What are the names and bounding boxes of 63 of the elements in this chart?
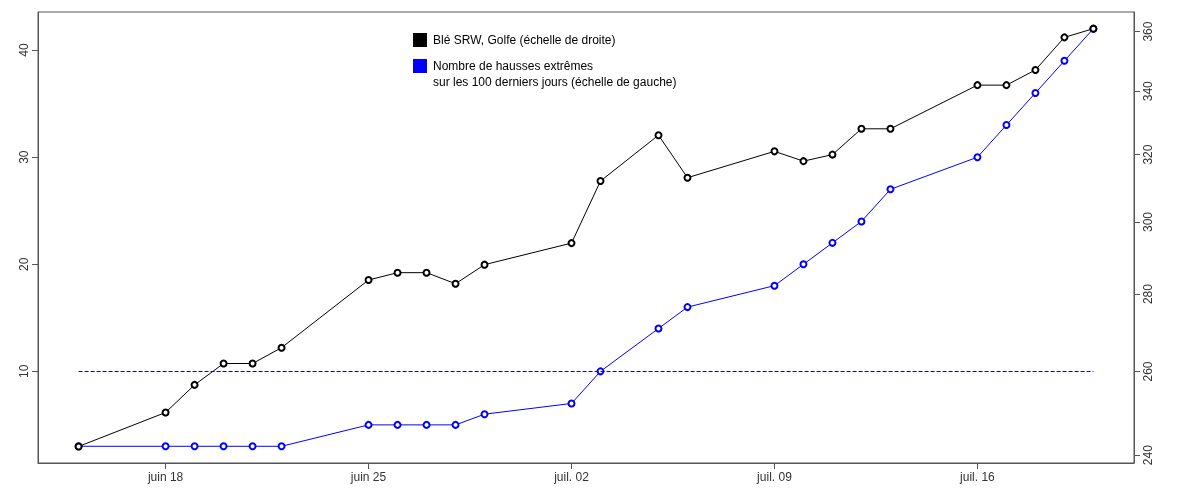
point bbox=[393, 268, 402, 277]
point bbox=[973, 81, 982, 90]
point bbox=[480, 410, 489, 419]
point bbox=[364, 276, 373, 285]
point bbox=[567, 399, 576, 408]
point bbox=[770, 281, 779, 290]
point bbox=[654, 324, 663, 333]
point bbox=[219, 442, 228, 451]
point bbox=[799, 260, 808, 269]
x-tick-label: juil. 16 bbox=[959, 470, 996, 484]
legend-label: Blé SRW, Golfe (échelle de droite) bbox=[433, 32, 616, 48]
point bbox=[683, 303, 692, 312]
point bbox=[248, 359, 257, 368]
point bbox=[277, 442, 286, 451]
point bbox=[451, 279, 460, 288]
point bbox=[770, 147, 779, 156]
point bbox=[161, 408, 170, 417]
y-tick-label: 30 bbox=[17, 150, 31, 164]
point bbox=[1002, 81, 1011, 90]
point bbox=[857, 217, 866, 226]
point bbox=[364, 420, 373, 429]
point bbox=[567, 239, 576, 248]
y2-tick-label: 360 bbox=[1141, 21, 1155, 42]
point bbox=[190, 380, 199, 389]
x-tick-label: juin 18 bbox=[146, 470, 184, 484]
point bbox=[886, 124, 895, 133]
point bbox=[828, 150, 837, 159]
point bbox=[480, 260, 489, 269]
point bbox=[1002, 121, 1011, 130]
y2-tick-label: 280 bbox=[1141, 283, 1155, 305]
point bbox=[1031, 65, 1040, 74]
point bbox=[828, 238, 837, 247]
point bbox=[219, 359, 228, 368]
legend-label: Nombre de hausses extrêmes sur les 100 derniers jours (échelle de gauche) bbox=[433, 58, 677, 90]
y2-tick-label: 320 bbox=[1141, 144, 1155, 165]
point bbox=[161, 442, 170, 451]
point bbox=[857, 124, 866, 133]
point bbox=[886, 185, 895, 194]
point bbox=[1060, 56, 1069, 65]
point bbox=[422, 420, 431, 429]
point bbox=[654, 131, 663, 140]
point bbox=[1031, 88, 1040, 97]
y2-tick-label: 260 bbox=[1141, 361, 1155, 382]
point bbox=[1060, 33, 1069, 42]
y2-tick-label: 340 bbox=[1141, 80, 1155, 102]
point bbox=[596, 177, 605, 186]
y-tick-label: 10 bbox=[17, 364, 31, 379]
point bbox=[190, 442, 199, 451]
point bbox=[393, 420, 402, 429]
point bbox=[248, 442, 257, 451]
x-tick-label: juin 25 bbox=[349, 470, 387, 484]
x-tick-label: juil. 09 bbox=[756, 470, 793, 484]
point bbox=[451, 420, 460, 429]
y2-tick-label: 240 bbox=[1141, 444, 1155, 466]
point bbox=[683, 173, 692, 182]
x-tick-label: juil. 02 bbox=[553, 470, 590, 484]
point bbox=[799, 157, 808, 166]
point bbox=[277, 343, 286, 352]
y-tick-label: 20 bbox=[17, 257, 31, 271]
y2-tick-label: 300 bbox=[1141, 211, 1155, 233]
y-tick-label: 40 bbox=[17, 43, 31, 57]
point bbox=[973, 153, 982, 162]
point bbox=[422, 268, 431, 277]
